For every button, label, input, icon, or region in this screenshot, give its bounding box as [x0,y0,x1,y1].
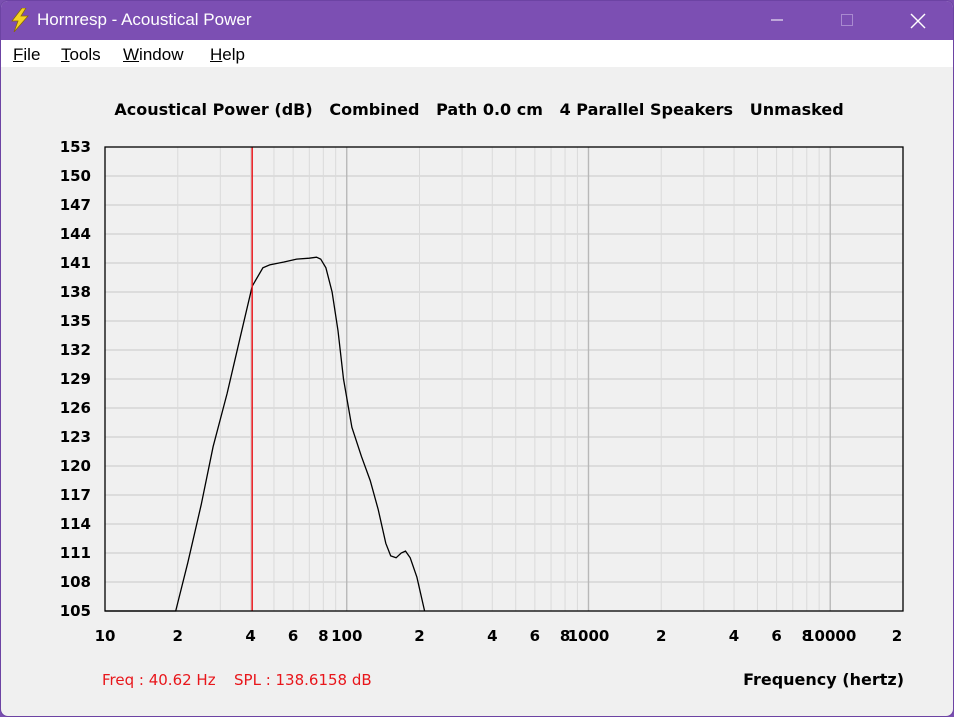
x-tick-label: 10 [95,627,116,645]
x-tick-label: 6 [530,627,540,645]
menu-window-rest: indow [139,45,184,64]
y-tick-label: 117 [60,486,91,504]
menu-tools-accel: T [61,45,70,64]
x-tick-label: 10000 [804,627,856,645]
x-tick-label: 4 [245,627,255,645]
x-tick-label: 8 [560,627,570,645]
y-tick-label: 132 [60,341,91,359]
x-axis-label: Frequency (hertz) [743,670,904,689]
y-tick-label: 114 [60,515,91,533]
menu-tools[interactable]: Tools [61,45,101,65]
y-tick-label: 135 [60,312,91,330]
menu-window-accel: W [123,45,140,64]
window-title: Hornresp - Acoustical Power [37,10,252,29]
menu-file[interactable]: File [13,45,40,65]
menu-file-accel: F [13,45,24,64]
y-tick-label: 138 [60,283,91,301]
y-tick-label: 105 [60,602,91,620]
acoustical-power-chart[interactable]: Acoustical Power (dB) Combined Path 0.0 … [1,67,954,717]
maximize-icon [841,14,853,26]
y-axis-ticks: 153 150 147 144 141 138 135 132 129 126 123 120 117 1… [60,138,91,620]
y-tick-label: 129 [60,370,91,388]
y-tick-label: 120 [60,457,91,475]
menu-tools-rest: ools [69,45,101,64]
minimize-button[interactable] [754,1,800,40]
x-tick-label: 100 [331,627,362,645]
y-tick-label: 108 [60,573,91,591]
grid-lines [105,146,903,612]
close-button[interactable] [894,1,940,40]
menu-help-accel: H [210,45,223,64]
freq-readout: Freq : 40.62 Hz [102,671,216,689]
chart-area: Acoustical Power (dB) Combined Path 0.0 … [1,67,954,717]
y-tick-label: 126 [60,399,91,417]
x-tick-label: 4 [729,627,739,645]
close-icon [910,13,926,29]
x-tick-label: 6 [771,627,781,645]
x-tick-label: 6 [288,627,298,645]
x-tick-label: 4 [487,627,497,645]
y-tick-label: 111 [60,544,91,562]
x-tick-label: 8 [802,627,812,645]
y-tick-label: 144 [60,225,91,243]
menu-help[interactable]: Help [210,45,245,65]
y-tick-label: 153 [60,138,91,156]
x-tick-label: 8 [318,627,328,645]
maximize-button[interactable] [824,1,870,40]
lightning-icon [9,7,31,33]
menu-file-rest: ile [23,45,41,64]
power-curve [105,256,426,612]
x-tick-label: 1000 [568,627,610,645]
y-tick-label: 150 [60,167,91,185]
x-tick-label: 2 [656,627,666,645]
menu-help-rest: elp [222,45,245,64]
x-tick-label: 2 [173,627,183,645]
x-tick-label: 2 [892,627,902,645]
title-bar[interactable]: Hornresp - Acoustical Power [1,1,953,40]
chart-title: Acoustical Power (dB) Combined Path 0.0 … [114,100,843,119]
menu-window[interactable]: Window [123,45,183,65]
y-tick-label: 141 [60,254,91,272]
x-tick-label: 2 [414,627,424,645]
y-tick-label: 147 [60,196,91,214]
menu-bar: File Tools Window Help [1,40,953,67]
minimize-icon [771,19,783,21]
spl-readout: SPL : 138.6158 dB [234,671,372,689]
y-tick-label: 123 [60,428,91,446]
plot-frame [104,146,904,612]
